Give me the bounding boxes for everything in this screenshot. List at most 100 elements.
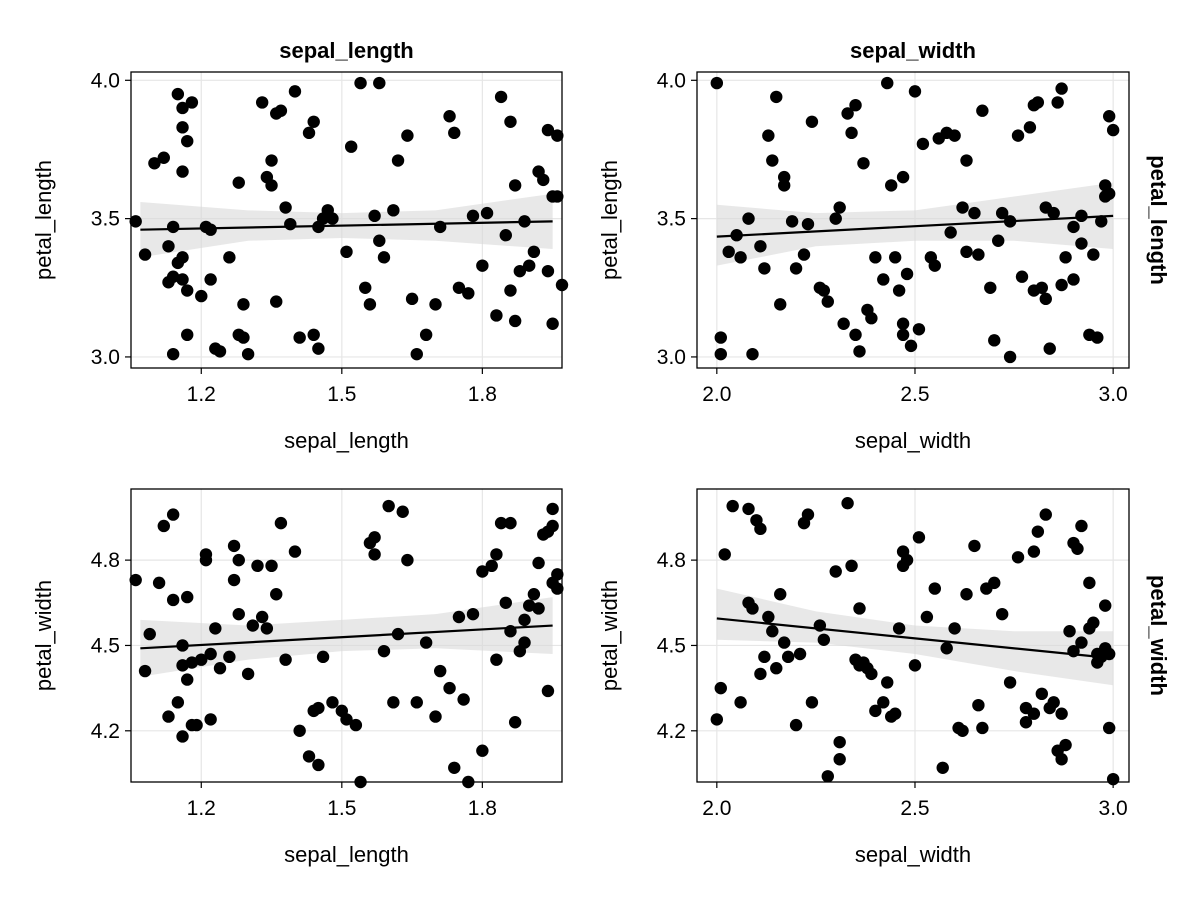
y-tick-label: 3.0 bbox=[657, 346, 686, 369]
scatter-point bbox=[241, 347, 255, 361]
scatter-point bbox=[494, 516, 508, 530]
scatter-point bbox=[801, 508, 815, 521]
scatter-point bbox=[513, 264, 527, 278]
plot-frame bbox=[130, 488, 563, 783]
scatter-point bbox=[349, 718, 363, 732]
scatter-point bbox=[307, 328, 320, 342]
scatter-point bbox=[829, 212, 842, 225]
scatter-point bbox=[710, 713, 724, 726]
x-axis-label: sepal_length bbox=[284, 428, 409, 453]
scatter-point bbox=[869, 251, 882, 264]
scatter-point bbox=[988, 576, 1001, 590]
scatter-point bbox=[995, 206, 1009, 220]
scatter-point bbox=[714, 347, 727, 361]
scatter-point bbox=[302, 126, 316, 140]
scatter-point bbox=[181, 673, 194, 686]
scatter-point bbox=[265, 559, 278, 573]
scatter-point bbox=[944, 226, 957, 239]
scatter-point bbox=[279, 201, 292, 214]
scatter-point bbox=[270, 295, 283, 308]
scatter-point bbox=[789, 262, 803, 275]
scatter-point bbox=[1091, 331, 1104, 344]
scatter-point bbox=[363, 298, 377, 311]
y-tick-label: 3.0 bbox=[91, 346, 120, 369]
scatter-point bbox=[546, 576, 559, 590]
scatter-point bbox=[1027, 707, 1041, 720]
scatter-point bbox=[166, 347, 180, 361]
scatter-point bbox=[480, 206, 494, 220]
scatter-point bbox=[232, 607, 245, 621]
scatter-point bbox=[541, 684, 555, 698]
scatter-point bbox=[176, 273, 189, 286]
scatter-point bbox=[797, 248, 811, 261]
scatter-point bbox=[1019, 716, 1033, 729]
scatter-point bbox=[833, 735, 846, 749]
scatter-point bbox=[293, 331, 306, 344]
scatter-point bbox=[1067, 220, 1080, 234]
scatter-point bbox=[746, 602, 759, 615]
scatter-point bbox=[805, 115, 819, 128]
scatter-point bbox=[1011, 551, 1025, 564]
scatter-point bbox=[312, 701, 325, 715]
scatter-point bbox=[1102, 721, 1116, 735]
scatter-point bbox=[960, 154, 973, 167]
scatter-point bbox=[213, 345, 227, 358]
scatter-point bbox=[754, 667, 767, 681]
scatter-point bbox=[551, 190, 564, 203]
scatter-point bbox=[956, 724, 969, 737]
scatter-point bbox=[241, 667, 255, 681]
scatter-point bbox=[774, 588, 787, 601]
scatter-point bbox=[190, 718, 203, 732]
scatter-point bbox=[166, 508, 180, 521]
scatter-point bbox=[1075, 209, 1088, 223]
scatter-point bbox=[476, 744, 489, 757]
scatter-point bbox=[1055, 278, 1068, 292]
plot-frame bbox=[696, 71, 1130, 369]
scatter-point bbox=[443, 110, 456, 123]
scatter-point bbox=[204, 713, 217, 726]
scatter-point bbox=[849, 328, 862, 342]
scatter-point bbox=[166, 593, 180, 607]
scatter-point bbox=[237, 331, 250, 344]
x-tick-label: 1.2 bbox=[187, 383, 216, 406]
scatter-point bbox=[1003, 350, 1017, 364]
facet-column-title: sepal_width bbox=[850, 38, 976, 63]
facet-row-title: petal_length bbox=[1146, 155, 1171, 285]
scatter-point bbox=[742, 502, 755, 516]
scatter-point bbox=[508, 179, 522, 192]
y-tick-label: 4.8 bbox=[91, 549, 120, 572]
scatter-point bbox=[312, 758, 325, 772]
scatter-point bbox=[1011, 129, 1025, 142]
scatter-point bbox=[176, 659, 189, 672]
scatter-point bbox=[762, 610, 775, 624]
y-tick-label: 4.2 bbox=[91, 720, 120, 743]
scatter-point bbox=[518, 613, 531, 627]
scatter-point bbox=[841, 107, 854, 120]
scatter-point bbox=[377, 644, 391, 658]
scatter-point bbox=[401, 129, 414, 142]
scatter-point bbox=[485, 559, 498, 573]
scatter-point bbox=[940, 642, 953, 655]
scatter-point bbox=[138, 248, 152, 261]
scatter-point bbox=[265, 179, 278, 192]
scatter-point bbox=[490, 653, 503, 666]
scatter-point bbox=[900, 267, 914, 281]
scatter-point bbox=[928, 582, 941, 595]
scatter-point bbox=[344, 140, 358, 153]
scatter-point bbox=[508, 716, 522, 729]
scatter-point bbox=[382, 499, 395, 513]
scatter-point bbox=[1075, 519, 1088, 533]
scatter-point bbox=[877, 273, 890, 286]
scatter-point bbox=[293, 724, 306, 737]
scatter-point bbox=[1043, 342, 1056, 355]
scatter-point bbox=[518, 636, 531, 649]
scatter-point bbox=[373, 234, 386, 247]
scatter-point bbox=[1083, 576, 1096, 590]
scatter-point bbox=[817, 284, 831, 297]
scatter-point bbox=[1027, 545, 1041, 558]
scatter-point bbox=[185, 96, 199, 109]
y-tick-label: 3.5 bbox=[91, 208, 120, 231]
scatter-point bbox=[956, 201, 969, 214]
scatter-point bbox=[279, 653, 292, 666]
scatter-point bbox=[734, 251, 747, 264]
